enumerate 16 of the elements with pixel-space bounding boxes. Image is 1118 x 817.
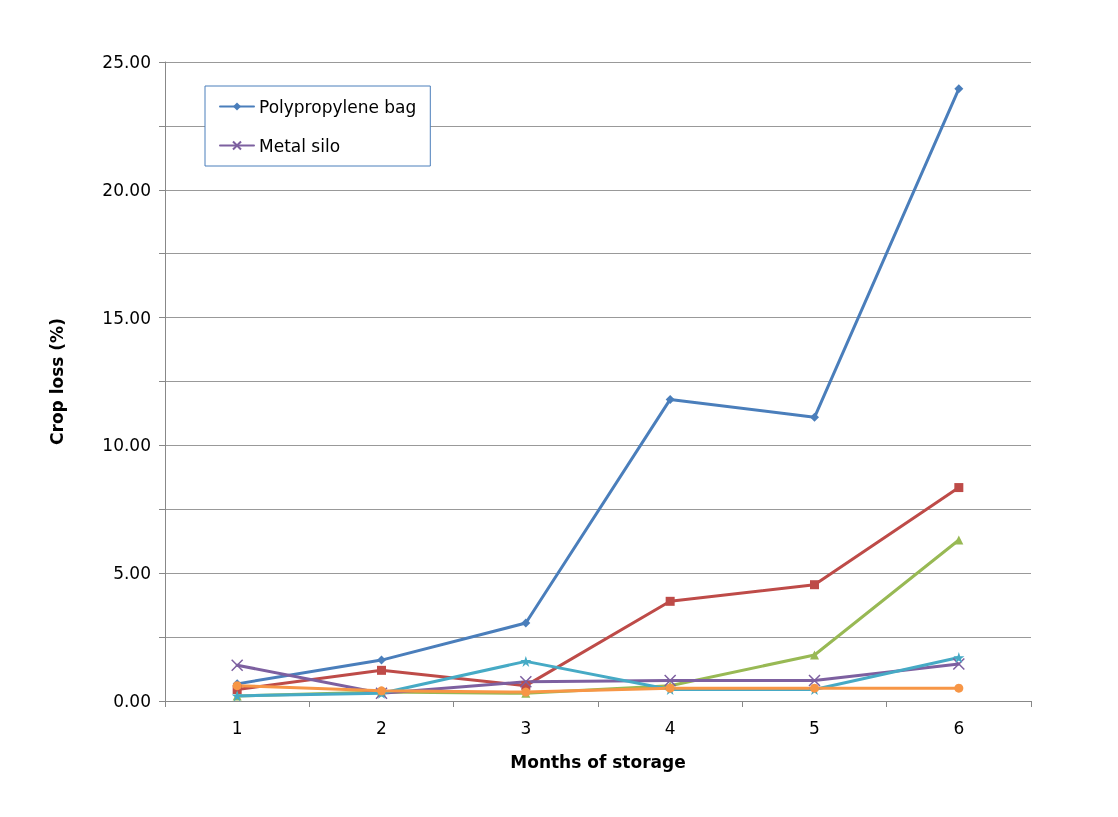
x-axis-title: Months of storage — [510, 751, 686, 772]
legend-label: Metal silo — [259, 135, 341, 156]
y-tick-label: 10.00 — [102, 435, 151, 456]
y-tick-label: 0.00 — [113, 691, 151, 711]
y-tick-label: 15.00 — [102, 307, 151, 328]
x-tick-label: 1 — [231, 717, 243, 738]
y-tick-label: 25.00 — [102, 52, 151, 72]
y-tick-label: 5.00 — [113, 563, 151, 584]
x-tick-label: 6 — [953, 717, 965, 738]
x-tick-label: 5 — [809, 717, 820, 738]
x-tick-label: 3 — [520, 717, 532, 738]
x-tick-label: 4 — [664, 717, 676, 738]
x-tick-label: 2 — [376, 717, 387, 738]
y-axis-title: Crop loss (%) — [46, 318, 67, 445]
legend-label: Polypropylene bag — [259, 96, 417, 117]
y-tick-label: 20.00 — [102, 179, 151, 200]
